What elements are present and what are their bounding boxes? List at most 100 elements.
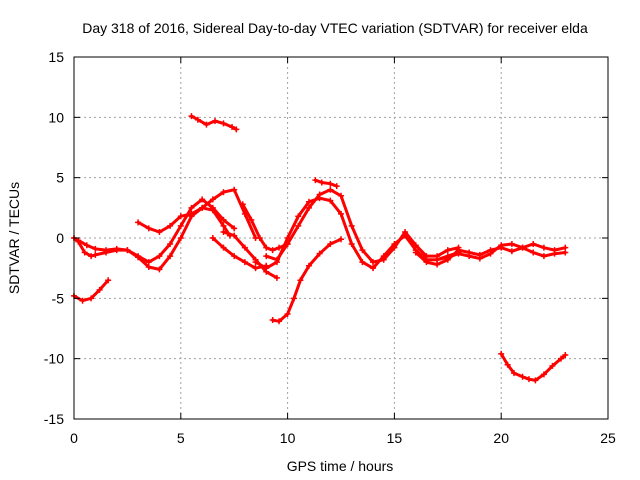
data-point <box>231 232 238 239</box>
data-point <box>519 244 526 251</box>
data-point <box>167 222 174 229</box>
series-track-7 <box>220 228 280 281</box>
data-point <box>316 250 323 257</box>
data-point <box>252 265 259 272</box>
data-point <box>233 126 240 133</box>
x-tick-label: 15 <box>387 430 403 446</box>
y-tick-label: 5 <box>56 170 64 186</box>
data-point <box>276 318 283 325</box>
data-point <box>209 207 216 214</box>
data-point <box>194 116 201 123</box>
data-point <box>305 198 312 205</box>
data-point <box>124 247 131 254</box>
series-line <box>313 178 339 188</box>
data-point <box>284 311 291 318</box>
data-point <box>498 242 505 249</box>
data-point <box>455 250 462 257</box>
data-point <box>391 244 398 251</box>
series-track-11 <box>312 177 340 190</box>
data-point <box>312 177 319 184</box>
data-point <box>305 204 312 211</box>
data-point <box>466 253 473 260</box>
y-axis-label: SDTVAR / TECUs <box>6 182 22 294</box>
data-point <box>88 295 95 302</box>
data-point <box>256 235 263 241</box>
data-point <box>177 222 184 229</box>
data-point <box>188 210 195 217</box>
data-point <box>370 259 377 266</box>
y-tick-label: 0 <box>56 230 64 246</box>
series-track-14 <box>434 241 569 263</box>
data-point <box>231 186 238 193</box>
data-point <box>273 256 280 263</box>
data-point <box>504 361 511 368</box>
data-point <box>241 244 248 251</box>
data-point <box>402 228 409 235</box>
data-point <box>156 266 163 273</box>
data-point <box>434 256 441 263</box>
y-tick-label: -15 <box>44 411 64 427</box>
data-point <box>519 373 526 380</box>
data-point <box>338 192 344 199</box>
data-point <box>263 253 270 260</box>
data-point <box>220 216 227 223</box>
series-track-3 <box>71 277 112 304</box>
y-tick-label: -10 <box>44 351 64 367</box>
data-point <box>88 253 95 260</box>
data-point <box>177 235 184 241</box>
data-point <box>209 235 216 241</box>
data-point <box>269 247 276 254</box>
data-point <box>295 213 302 220</box>
data-point <box>511 370 518 377</box>
data-point <box>444 254 451 261</box>
y-tick-label: -5 <box>52 290 65 306</box>
data-point <box>562 249 569 256</box>
data-point <box>220 189 227 196</box>
data-point <box>145 225 152 232</box>
data-point <box>532 377 539 384</box>
data-point <box>530 249 537 256</box>
data-point <box>338 236 344 243</box>
y-tick-label: 10 <box>48 109 64 125</box>
data-point <box>359 247 366 254</box>
data-point <box>145 263 152 270</box>
data-point <box>487 250 494 257</box>
data-point <box>348 222 355 229</box>
data-point <box>558 355 565 362</box>
series-track-2 <box>75 204 233 273</box>
data-point <box>199 204 206 211</box>
data-point <box>295 222 302 229</box>
data-point <box>327 180 334 187</box>
data-point <box>135 254 142 261</box>
data-point <box>540 244 547 251</box>
data-point <box>291 295 298 302</box>
data-point <box>220 244 227 251</box>
x-tick-label: 25 <box>600 430 616 446</box>
x-axis-label: GPS time / hours <box>287 458 394 474</box>
series-track-12 <box>269 236 344 325</box>
data-point <box>412 249 419 256</box>
data-point <box>83 242 90 249</box>
data-series <box>71 113 569 384</box>
data-point <box>370 265 377 272</box>
data-point <box>423 253 430 260</box>
series-track-4 <box>135 186 259 241</box>
data-point <box>220 228 227 235</box>
data-point <box>305 262 312 269</box>
series-line <box>254 196 460 270</box>
data-point <box>156 228 163 235</box>
data-point <box>423 259 430 266</box>
data-point <box>327 186 334 193</box>
data-point <box>209 196 216 203</box>
data-point <box>239 201 246 208</box>
x-tick-label: 10 <box>280 430 296 446</box>
data-point <box>338 210 344 217</box>
data-point <box>297 277 304 284</box>
data-point <box>316 191 323 198</box>
data-point <box>135 219 142 226</box>
data-point <box>79 297 86 304</box>
data-point <box>92 251 99 258</box>
data-point <box>540 253 547 260</box>
data-point <box>103 247 110 254</box>
series-track-15 <box>498 350 569 384</box>
